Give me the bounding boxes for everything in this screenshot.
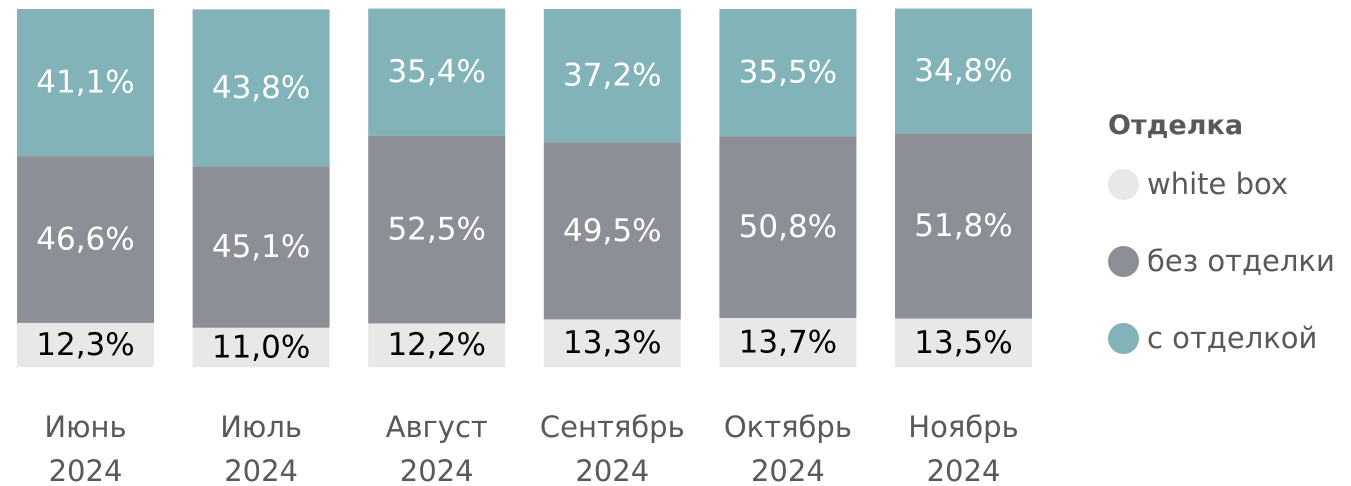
data-label: 41,1% bbox=[36, 65, 134, 101]
data-label: 12,2% bbox=[387, 327, 485, 363]
bar-segment bbox=[543, 142, 681, 320]
category-label-year: 2024 bbox=[927, 454, 1001, 486]
bar-segment bbox=[895, 8, 1032, 134]
bar-segment bbox=[17, 9, 154, 157]
bar-segment bbox=[368, 8, 506, 136]
bar-segment bbox=[719, 318, 857, 367]
data-label: 49,5% bbox=[563, 213, 661, 249]
category-label-year: 2024 bbox=[224, 454, 298, 486]
legend-item-s-otdelkoy: с отделкой bbox=[1108, 318, 1348, 358]
legend-swatch-white-box bbox=[1108, 168, 1139, 200]
data-label: 35,5% bbox=[739, 55, 837, 91]
category-label-year: 2024 bbox=[751, 454, 825, 486]
data-label: 12,3% bbox=[36, 327, 134, 363]
data-label: 13,5% bbox=[914, 325, 1012, 361]
legend-swatch-bez-otdelki bbox=[1108, 245, 1139, 277]
legend-label-s-otdelkoy: с отделкой bbox=[1147, 321, 1318, 355]
category-label-month: Ноябрь bbox=[908, 410, 1018, 444]
bar-segment bbox=[895, 133, 1032, 319]
data-label: 13,3% bbox=[563, 325, 661, 361]
data-label: 35,4% bbox=[387, 54, 485, 90]
legend-item-bez-otdelki: без отделки bbox=[1108, 241, 1348, 281]
data-label: 45,1% bbox=[212, 229, 310, 265]
legend-item-white-box: white box bbox=[1108, 164, 1348, 204]
legend-swatch-s-otdelkoy bbox=[1108, 322, 1139, 354]
legend-label-bez-otdelki: без отделки bbox=[1147, 244, 1335, 278]
data-label: 34,8% bbox=[914, 53, 1012, 89]
data-label: 52,5% bbox=[387, 211, 485, 247]
data-label: 43,8% bbox=[212, 70, 310, 106]
legend: Отделка white box без отделки с отделкой bbox=[1108, 104, 1348, 395]
category-label-month: Сентябрь bbox=[540, 410, 685, 444]
bar-segment bbox=[543, 319, 681, 367]
bar-segment bbox=[719, 136, 857, 318]
category-label-month: Октябрь bbox=[724, 410, 852, 444]
category-label-year: 2024 bbox=[400, 454, 474, 486]
category-label-month: Июль bbox=[220, 410, 302, 444]
bar-segment bbox=[368, 135, 506, 324]
legend-label-white-box: white box bbox=[1147, 167, 1289, 201]
data-label: 37,2% bbox=[563, 58, 661, 94]
data-label: 50,8% bbox=[739, 209, 837, 245]
bar-segment bbox=[368, 323, 506, 367]
category-label-month: Июнь bbox=[44, 410, 126, 444]
bar-segment bbox=[719, 9, 857, 137]
legend-title: Отделка bbox=[1108, 110, 1244, 141]
bar-segment bbox=[543, 9, 681, 143]
data-label: 51,8% bbox=[914, 208, 1012, 244]
bar-segment bbox=[192, 9, 330, 167]
data-label: 11,0% bbox=[212, 329, 310, 365]
bar-segment bbox=[17, 156, 154, 323]
data-label: 13,7% bbox=[739, 325, 837, 361]
bar-segment bbox=[895, 318, 1032, 367]
bar-segment bbox=[192, 166, 330, 328]
bar-segment bbox=[17, 323, 154, 367]
category-label-year: 2024 bbox=[575, 454, 649, 486]
category-label-month: Август bbox=[386, 410, 488, 444]
bar-segment bbox=[192, 327, 330, 367]
category-label-year: 2024 bbox=[49, 454, 123, 486]
data-label: 46,6% bbox=[36, 222, 134, 258]
